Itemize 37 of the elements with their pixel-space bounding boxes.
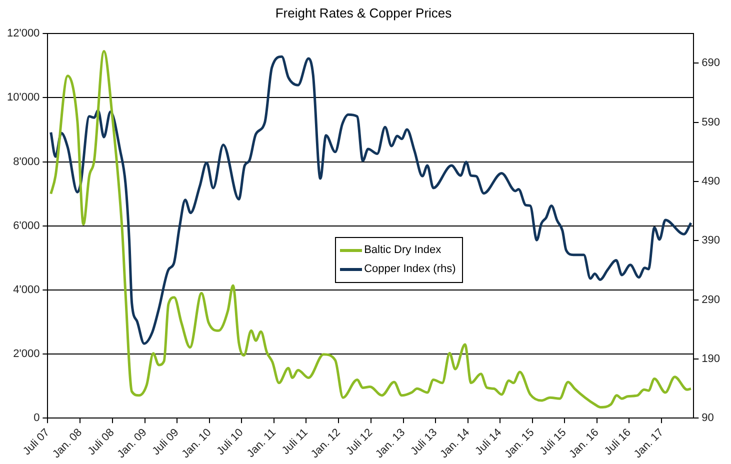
x-tick-label: Jan. 13	[374, 426, 408, 461]
x-tick-label: Juli 12	[344, 426, 376, 458]
x-tick-label: Jan. 10	[180, 426, 214, 461]
y2-tick-label: 190	[702, 353, 720, 366]
y-tick-label: 4'000	[13, 284, 40, 296]
y-tick-label: 10'000	[6, 92, 40, 104]
x-tick-label: Juli 07	[20, 426, 52, 458]
x-tick-label: Jan. 14	[438, 426, 472, 461]
x-tick-label: Juli 10	[214, 426, 246, 458]
y-tick-label: 8'000	[13, 156, 40, 168]
x-tick-label: Jan. 12	[308, 426, 343, 461]
x-tick-label: Juli 16	[602, 426, 634, 458]
x-tick-label: Juli 15	[538, 426, 569, 458]
y2-tick-label: 390	[702, 234, 720, 247]
x-tick-label: Juli 08	[86, 426, 117, 458]
y2-tick-label: 290	[702, 294, 720, 306]
y-tick-label: 6'000	[13, 220, 40, 232]
y-tick-label: 12'000	[6, 28, 40, 40]
x-tick-label: Juli 11	[280, 426, 310, 457]
chart-title: Freight Rates & Copper Prices	[275, 5, 452, 20]
x-tick-label: Jan. 11	[244, 426, 278, 460]
x-tick-label: Jan. 16	[567, 426, 602, 461]
x-tick-label: Juli 09	[150, 426, 182, 458]
y2-tick-label: 690	[702, 57, 720, 70]
x-tick-label: Jan. 15	[502, 426, 537, 461]
y2-tick-label: 490	[702, 176, 720, 188]
x-tick-label: Jan. 08	[50, 426, 84, 461]
y-tick-label: 2'000	[13, 348, 40, 360]
x-tick-label: Jan. 09	[115, 426, 150, 461]
x-tick-label: Juli 14	[473, 426, 504, 458]
y-tick-label: 0	[34, 412, 40, 424]
legend-label: Copper Index (rhs)	[363, 262, 456, 278]
legend-label: Baltic Dry Index	[363, 243, 442, 258]
x-tick-label: Juli 13	[408, 426, 440, 458]
y2-tick-label: 590	[702, 116, 720, 128]
y2-tick-label: 90	[702, 412, 714, 424]
x-tick-label: Jan. 17	[632, 426, 666, 461]
